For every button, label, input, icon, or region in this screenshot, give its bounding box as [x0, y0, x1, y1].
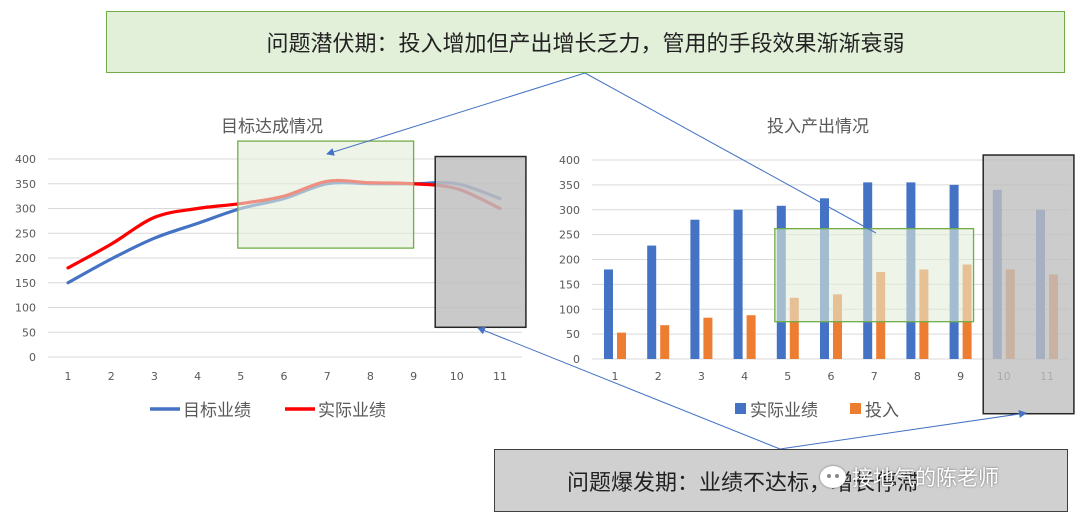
line-chart-y-tick: 200 — [15, 252, 36, 265]
bar-latent-highlight — [774, 228, 975, 323]
bar-chart-y-tick: 150 — [559, 278, 580, 291]
line-chart-x-tick: 11 — [493, 370, 507, 383]
bar-legend-swatch-1 — [735, 403, 746, 414]
bar-input — [660, 325, 670, 359]
bar-chart-x-tick: 7 — [871, 370, 878, 383]
bar-chart-x-tick: 6 — [828, 370, 835, 383]
bar-input — [617, 332, 626, 359]
watermark-text: 接地气的陈老师 — [852, 466, 999, 490]
line-chart-y-tick: 50 — [22, 326, 36, 339]
bar-chart-x-tick: 9 — [957, 370, 964, 383]
bar-outbreak-highlight — [982, 154, 1075, 415]
latent-period-text: 问题潜伏期：投入增加但产出增长乏力，管用的手段效果渐渐衰弱 — [266, 32, 905, 57]
line-chart-x-tick: 10 — [450, 370, 464, 383]
line-latent-highlight — [237, 140, 415, 249]
bar-chart-title: 投入产出情况 — [767, 117, 869, 137]
bar-chart-y-tick: 400 — [559, 154, 580, 167]
bar-input — [746, 315, 756, 359]
bar-input — [789, 297, 799, 359]
bar-chart-y-tick: 200 — [559, 254, 580, 267]
outbreak-arrow-bar-chart — [779, 410, 1027, 450]
line-chart-y-tick: 250 — [15, 227, 36, 240]
bar-legend-label-2: 投入 — [865, 401, 899, 421]
bar-chart-x-tick: 3 — [698, 370, 705, 383]
bar-chart-y-tick: 300 — [559, 204, 580, 217]
line-chart-y-tick: 350 — [15, 178, 36, 191]
latent-arrow-line-chart — [326, 72, 586, 156]
line-chart-x-tick: 5 — [237, 370, 244, 383]
line-chart-x-tick: 3 — [151, 370, 158, 383]
line-chart-x-tick: 4 — [194, 370, 201, 383]
line-chart-x-tick: 6 — [281, 370, 288, 383]
line-chart-x-tick: 2 — [108, 370, 115, 383]
bar-legend-label-1: 实际业绩 — [750, 401, 818, 421]
wechat-icon — [820, 466, 846, 488]
line-chart-x-tick: 9 — [410, 370, 417, 383]
bar-chart-y-tick: 50 — [566, 328, 580, 341]
line-legend-label-1: 目标业绩 — [183, 401, 251, 421]
bar-performance — [690, 219, 700, 359]
outbreak-period-text: 问题爆发期：业绩不达标，增长停滞 — [567, 470, 920, 496]
line-chart-x-tick: 1 — [65, 370, 72, 383]
bar-performance — [647, 245, 657, 359]
bar-chart-x-tick: 8 — [914, 370, 921, 383]
bar-input — [703, 317, 713, 359]
line-chart-x-tick: 8 — [367, 370, 374, 383]
line-chart-y-tick: 150 — [15, 277, 36, 290]
bar-chart-y-tick: 250 — [559, 229, 580, 242]
watermark: 接地气的陈老师 — [820, 462, 999, 492]
bar-legend-swatch-2 — [850, 403, 861, 414]
bar-chart-x-tick: 5 — [784, 370, 791, 383]
bar-performance — [733, 209, 743, 359]
line-chart-title: 目标达成情况 — [221, 117, 323, 137]
outbreak-arrow-line-chart — [477, 326, 781, 450]
bar-chart-y-tick: 350 — [559, 179, 580, 192]
line-chart-y-tick: 400 — [15, 153, 36, 166]
line-chart-y-tick: 300 — [15, 203, 36, 216]
bar-chart-x-tick: 2 — [655, 370, 662, 383]
bar-performance — [604, 269, 613, 359]
line-legend-label-2: 实际业绩 — [318, 401, 386, 421]
bar-chart-y-tick: 0 — [573, 353, 580, 366]
bar-chart-x-tick: 1 — [612, 370, 619, 383]
bar-chart-y-tick: 100 — [559, 303, 580, 316]
line-outbreak-highlight — [434, 155, 527, 329]
line-chart-y-tick: 100 — [15, 302, 36, 315]
latent-period-callout: 问题潜伏期：投入增加但产出增长乏力，管用的手段效果渐渐衰弱 — [106, 11, 1065, 73]
line-chart-y-tick: 0 — [29, 351, 36, 364]
line-chart-x-tick: 7 — [324, 370, 331, 383]
bar-chart-x-tick: 4 — [741, 370, 748, 383]
outbreak-period-callout: 问题爆发期：业绩不达标，增长停滞 — [494, 449, 1068, 512]
bar-input — [833, 294, 842, 359]
latent-connector-bar-chart — [584, 72, 877, 234]
